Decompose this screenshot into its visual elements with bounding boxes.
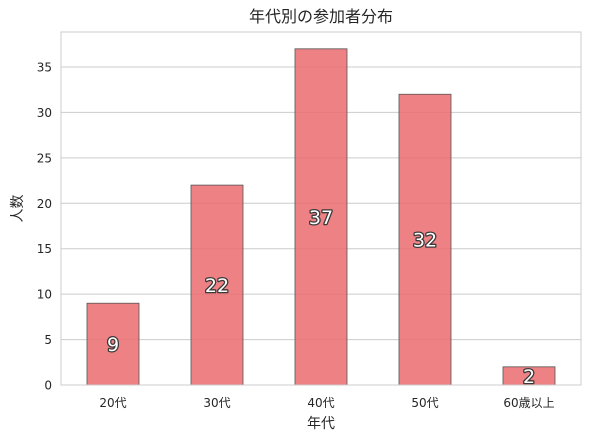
- y-tick-label-35: 35: [37, 60, 52, 74]
- data-label-30代: 22: [205, 275, 229, 297]
- plot-frame: [60, 31, 582, 386]
- data-label-20代: 9: [107, 334, 119, 356]
- bar-50代: [398, 93, 452, 386]
- data-label-50代: 32: [413, 230, 437, 252]
- x-tick-label-20代: 20代: [99, 396, 126, 410]
- x-axis-title: 年代: [307, 416, 335, 432]
- y-tick-labels: 0 5 10 15 20 25 30 35: [37, 60, 52, 392]
- x-tick-labels: 20代 30代 40代 50代 60歳以上: [99, 396, 554, 410]
- x-tick-label-60歳以上: 60歳以上: [503, 396, 554, 410]
- bars: [86, 48, 556, 386]
- bar-30代: [190, 184, 244, 386]
- chart-title: 年代別の参加者分布: [249, 7, 393, 26]
- data-labels: 9 22 37 32 2: [106, 206, 537, 390]
- y-tick-label-20: 20: [37, 197, 52, 211]
- y-tick-label-10: 10: [37, 288, 52, 302]
- data-label-60歳以上: 2: [523, 366, 535, 388]
- data-label-40代: 37: [309, 207, 333, 229]
- bar-20代: [86, 302, 140, 386]
- y-tick-label-0: 0: [44, 379, 52, 393]
- x-tick-label-40代: 40代: [307, 396, 334, 410]
- y-tick-label-30: 30: [37, 106, 52, 120]
- y-tick-label-25: 25: [37, 151, 52, 165]
- bar-40代: [294, 48, 348, 386]
- y-tick-label-5: 5: [44, 333, 52, 347]
- x-tick-label-50代: 50代: [411, 396, 438, 410]
- y-axis-title: 人数: [10, 195, 26, 223]
- x-tick-label-30代: 30代: [203, 396, 230, 410]
- y-tick-label-15: 15: [37, 242, 52, 256]
